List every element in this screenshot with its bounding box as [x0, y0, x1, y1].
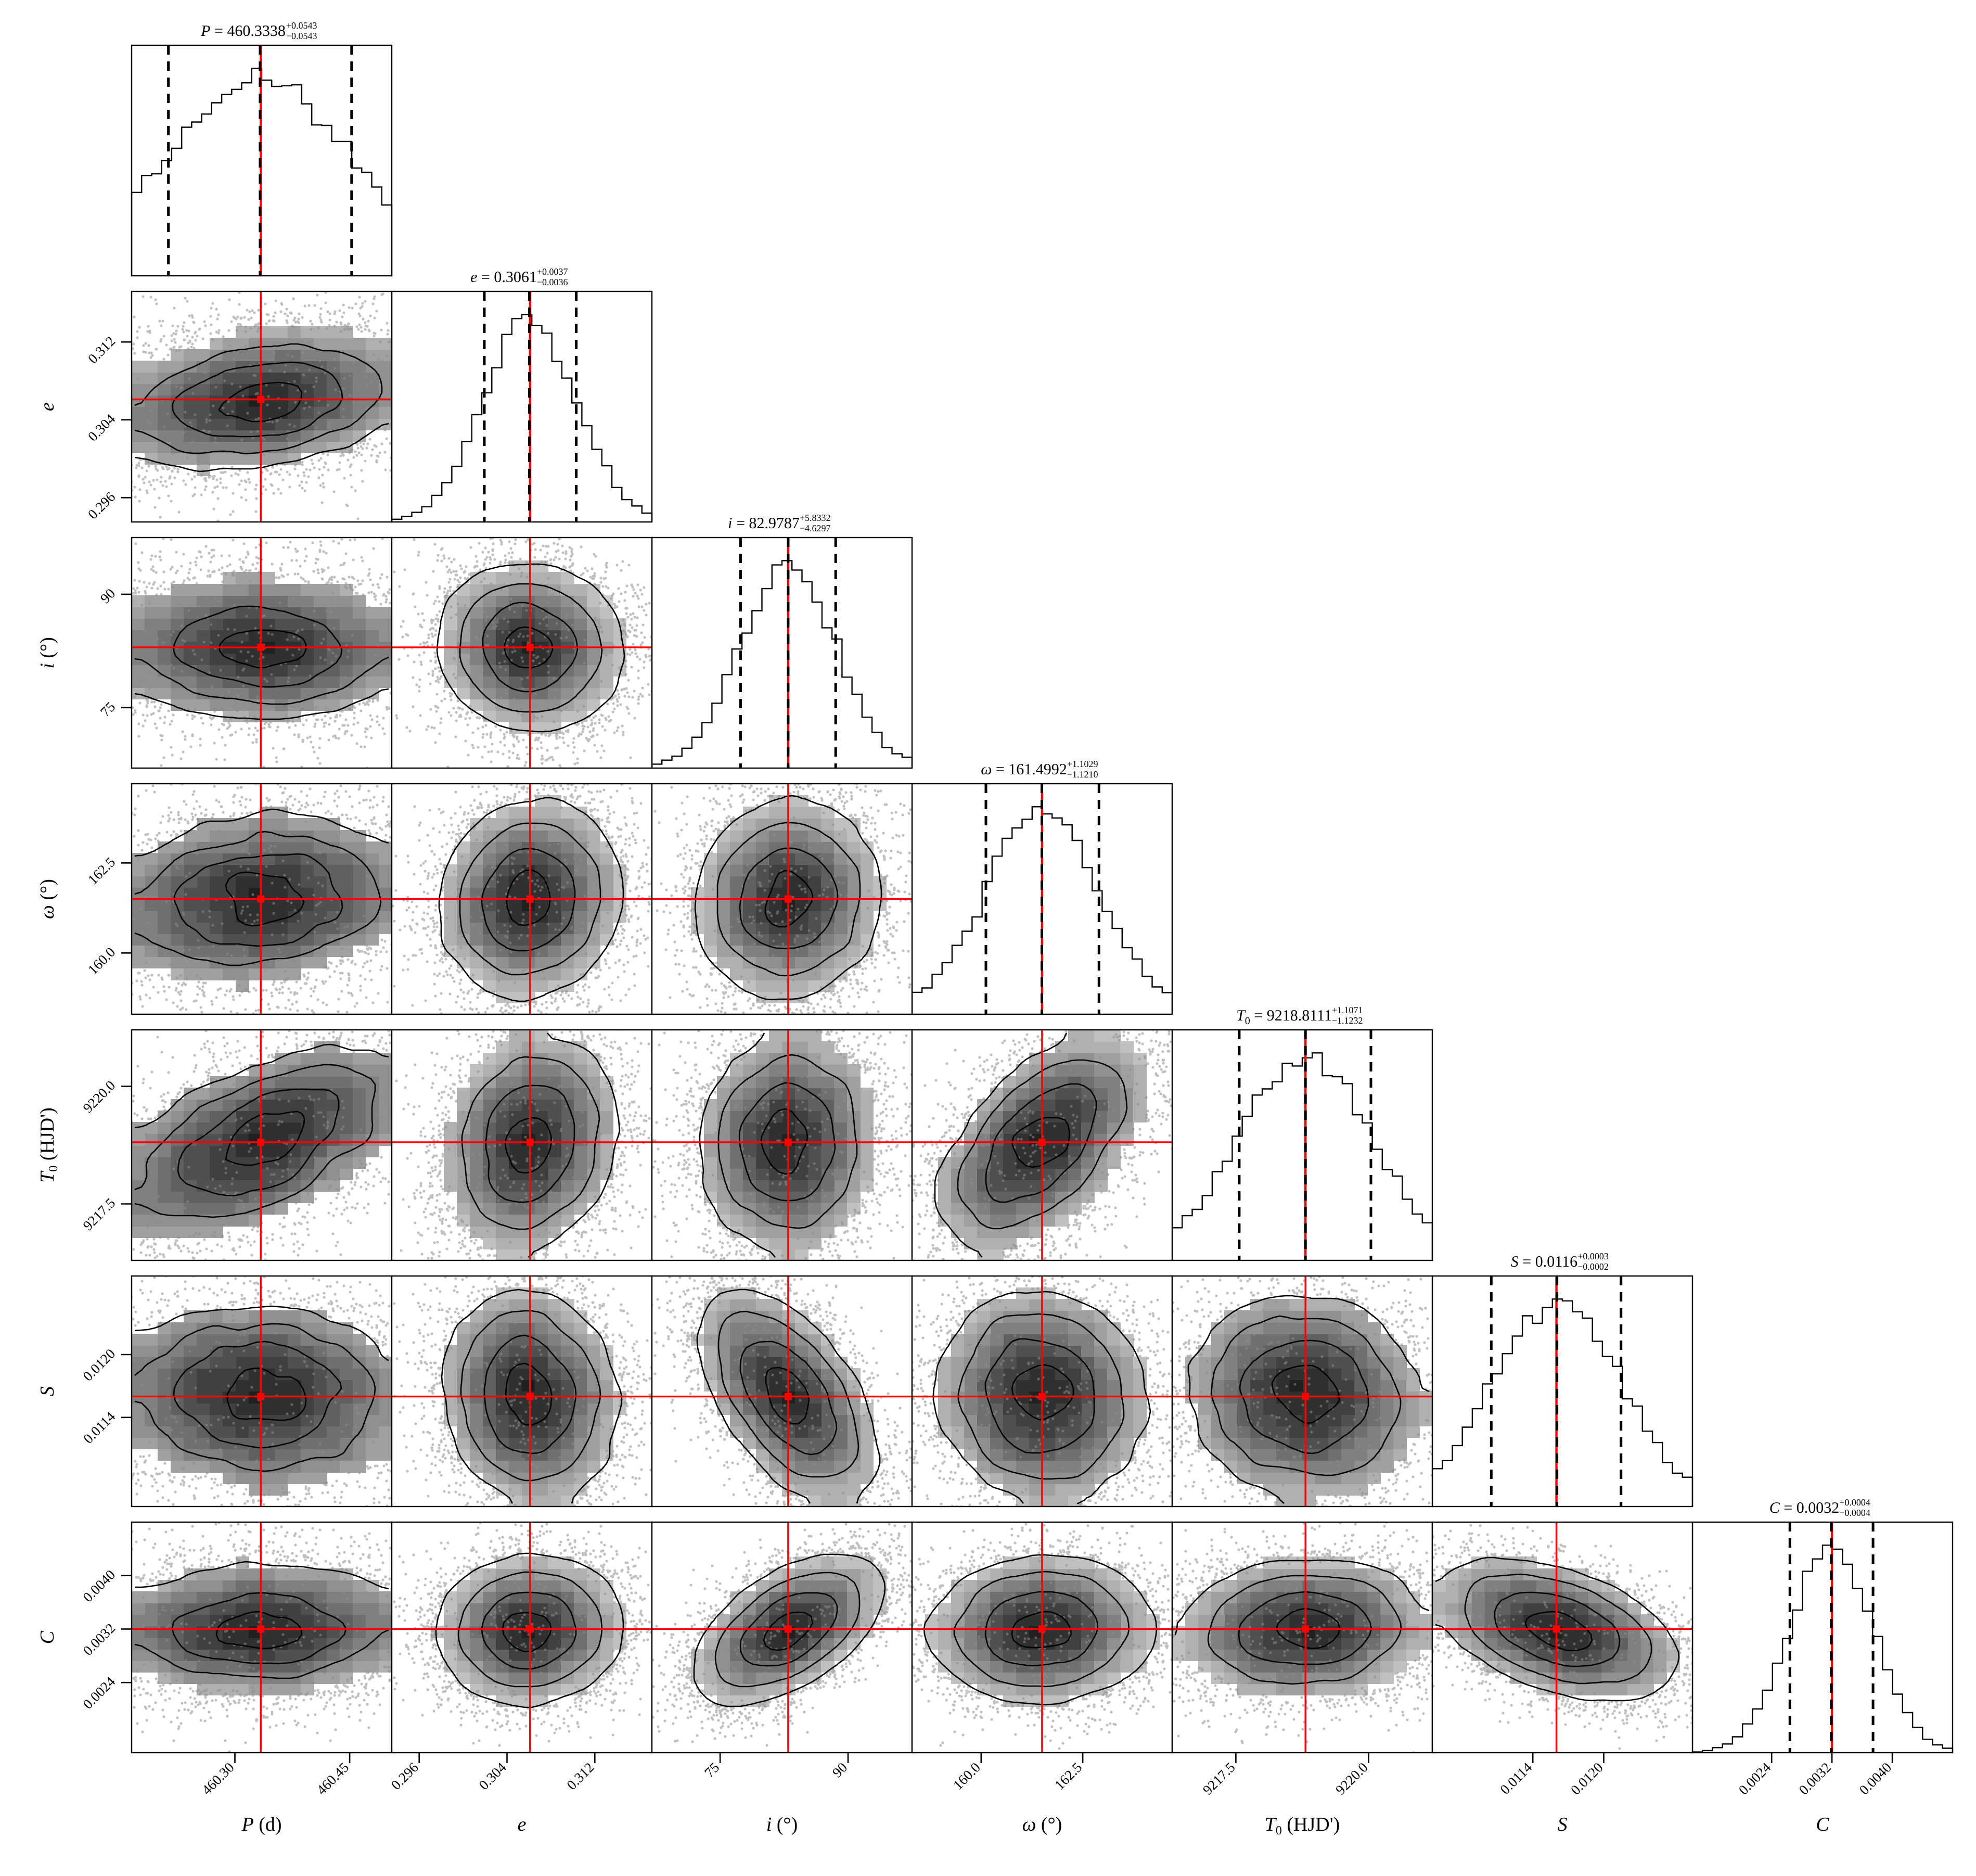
- svg-text:−4.6297: −4.6297: [800, 523, 831, 533]
- svg-text:i = 82.9787: i = 82.9787: [728, 515, 800, 532]
- svg-text:S: S: [36, 1386, 58, 1396]
- svg-text:+0.0543: +0.0543: [286, 20, 317, 31]
- svg-text:−0.0036: −0.0036: [537, 277, 568, 287]
- svg-text:S: S: [1558, 1814, 1568, 1835]
- svg-text:i (°): i (°): [36, 637, 58, 669]
- svg-text:e: e: [518, 1814, 527, 1835]
- svg-text:ω (°): ω (°): [36, 879, 58, 919]
- svg-text:+5.8332: +5.8332: [800, 513, 831, 523]
- svg-text:ω (°): ω (°): [1022, 1814, 1062, 1835]
- svg-text:+1.1071: +1.1071: [1332, 1005, 1363, 1015]
- svg-text:ω = 161.4992: ω = 161.4992: [981, 761, 1067, 778]
- svg-text:C: C: [36, 1630, 58, 1644]
- svg-text:C = 0.0032: C = 0.0032: [1769, 1499, 1839, 1516]
- svg-text:P (d): P (d): [241, 1814, 281, 1835]
- svg-text:−1.1210: −1.1210: [1067, 769, 1098, 780]
- svg-text:e = 0.3061: e = 0.3061: [470, 269, 537, 286]
- svg-text:e: e: [36, 402, 58, 411]
- svg-text:C: C: [1816, 1814, 1829, 1835]
- svg-text:−0.0004: −0.0004: [1839, 1508, 1870, 1518]
- svg-text:P = 460.3338: P = 460.3338: [200, 22, 286, 40]
- svg-text:S = 0.0116: S = 0.0116: [1511, 1253, 1577, 1270]
- svg-text:+0.0037: +0.0037: [537, 266, 568, 277]
- svg-text:−0.0543: −0.0543: [286, 31, 317, 41]
- svg-text:T0 = 9218.8111: T0 = 9218.8111: [1236, 1007, 1332, 1027]
- svg-text:i (°): i (°): [766, 1814, 798, 1835]
- svg-text:+1.1029: +1.1029: [1067, 759, 1098, 769]
- svg-text:+0.0003: +0.0003: [1577, 1251, 1609, 1261]
- svg-text:−1.1232: −1.1232: [1332, 1015, 1363, 1026]
- svg-text:−0.0002: −0.0002: [1577, 1261, 1609, 1272]
- svg-text:+0.0004: +0.0004: [1839, 1497, 1870, 1508]
